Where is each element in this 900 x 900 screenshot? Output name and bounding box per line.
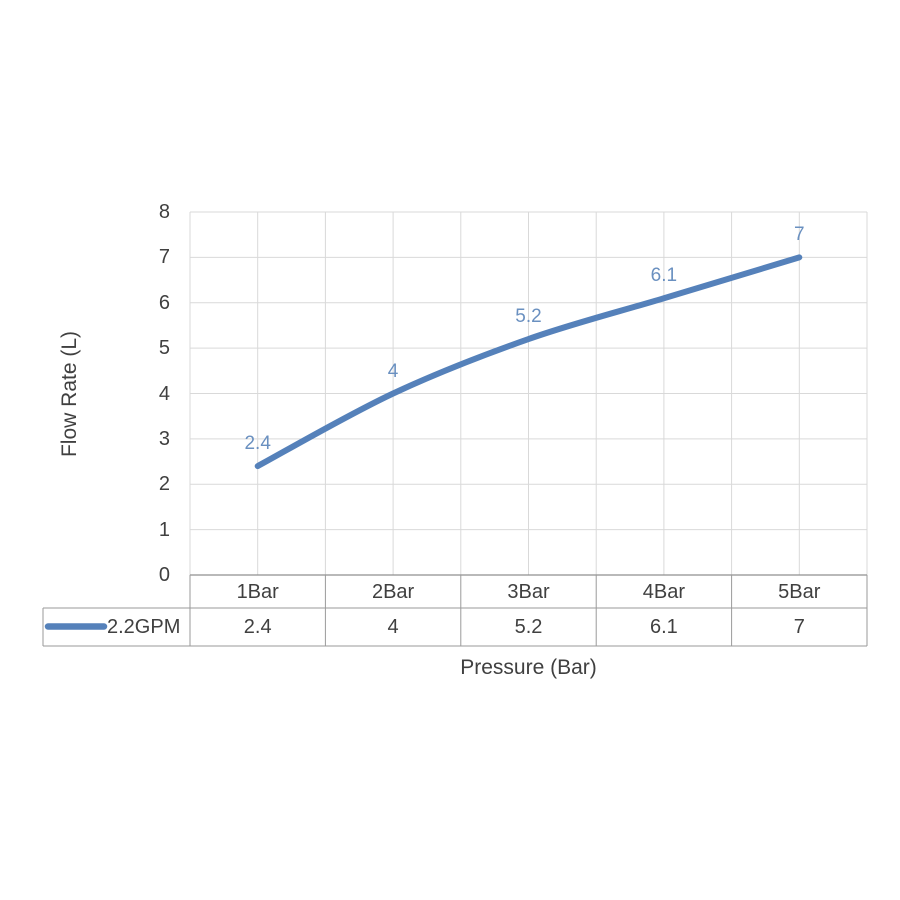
data-point-label: 2.4	[244, 433, 271, 455]
y-axis-tick-label: 3	[158, 427, 170, 450]
y-axis-tick-label: 1	[158, 518, 170, 541]
y-axis-tick-label: 6	[158, 291, 170, 314]
y-axis-tick-label: 5	[158, 337, 170, 360]
data-table-value: 2.4	[243, 616, 272, 638]
category-label: 3Bar	[507, 581, 550, 603]
data-table-value: 6.1	[649, 616, 678, 638]
data-point-label: 5.2	[515, 306, 542, 328]
data-point-label: 6.1	[650, 265, 678, 287]
legend-series-name: 2.2GPM	[107, 616, 181, 638]
y-axis-tick-label: 8	[158, 201, 170, 223]
category-label: 4Bar	[642, 581, 685, 603]
y-axis-tick-label: 4	[158, 382, 170, 405]
y-axis-tick-label: 0	[158, 564, 170, 586]
y-axis-tick-label: 7	[158, 246, 170, 269]
data-point-label: 4	[387, 360, 399, 382]
category-label: 5Bar	[778, 581, 821, 603]
series-line-2.2gpm	[254, 254, 803, 470]
data-point-label: 7	[794, 224, 805, 246]
data-table-value: 4	[387, 616, 399, 638]
x-axis-title: Pressure (Bar)	[460, 656, 597, 679]
y-axis-title: Flow Rate (L)	[58, 330, 81, 457]
category-label: 2Bar	[371, 581, 415, 603]
y-axis-tick-label: 2	[158, 473, 170, 496]
data-table-value: 7	[793, 616, 805, 638]
data-table-value: 5.2	[514, 616, 543, 638]
category-label: 1Bar	[236, 581, 279, 603]
